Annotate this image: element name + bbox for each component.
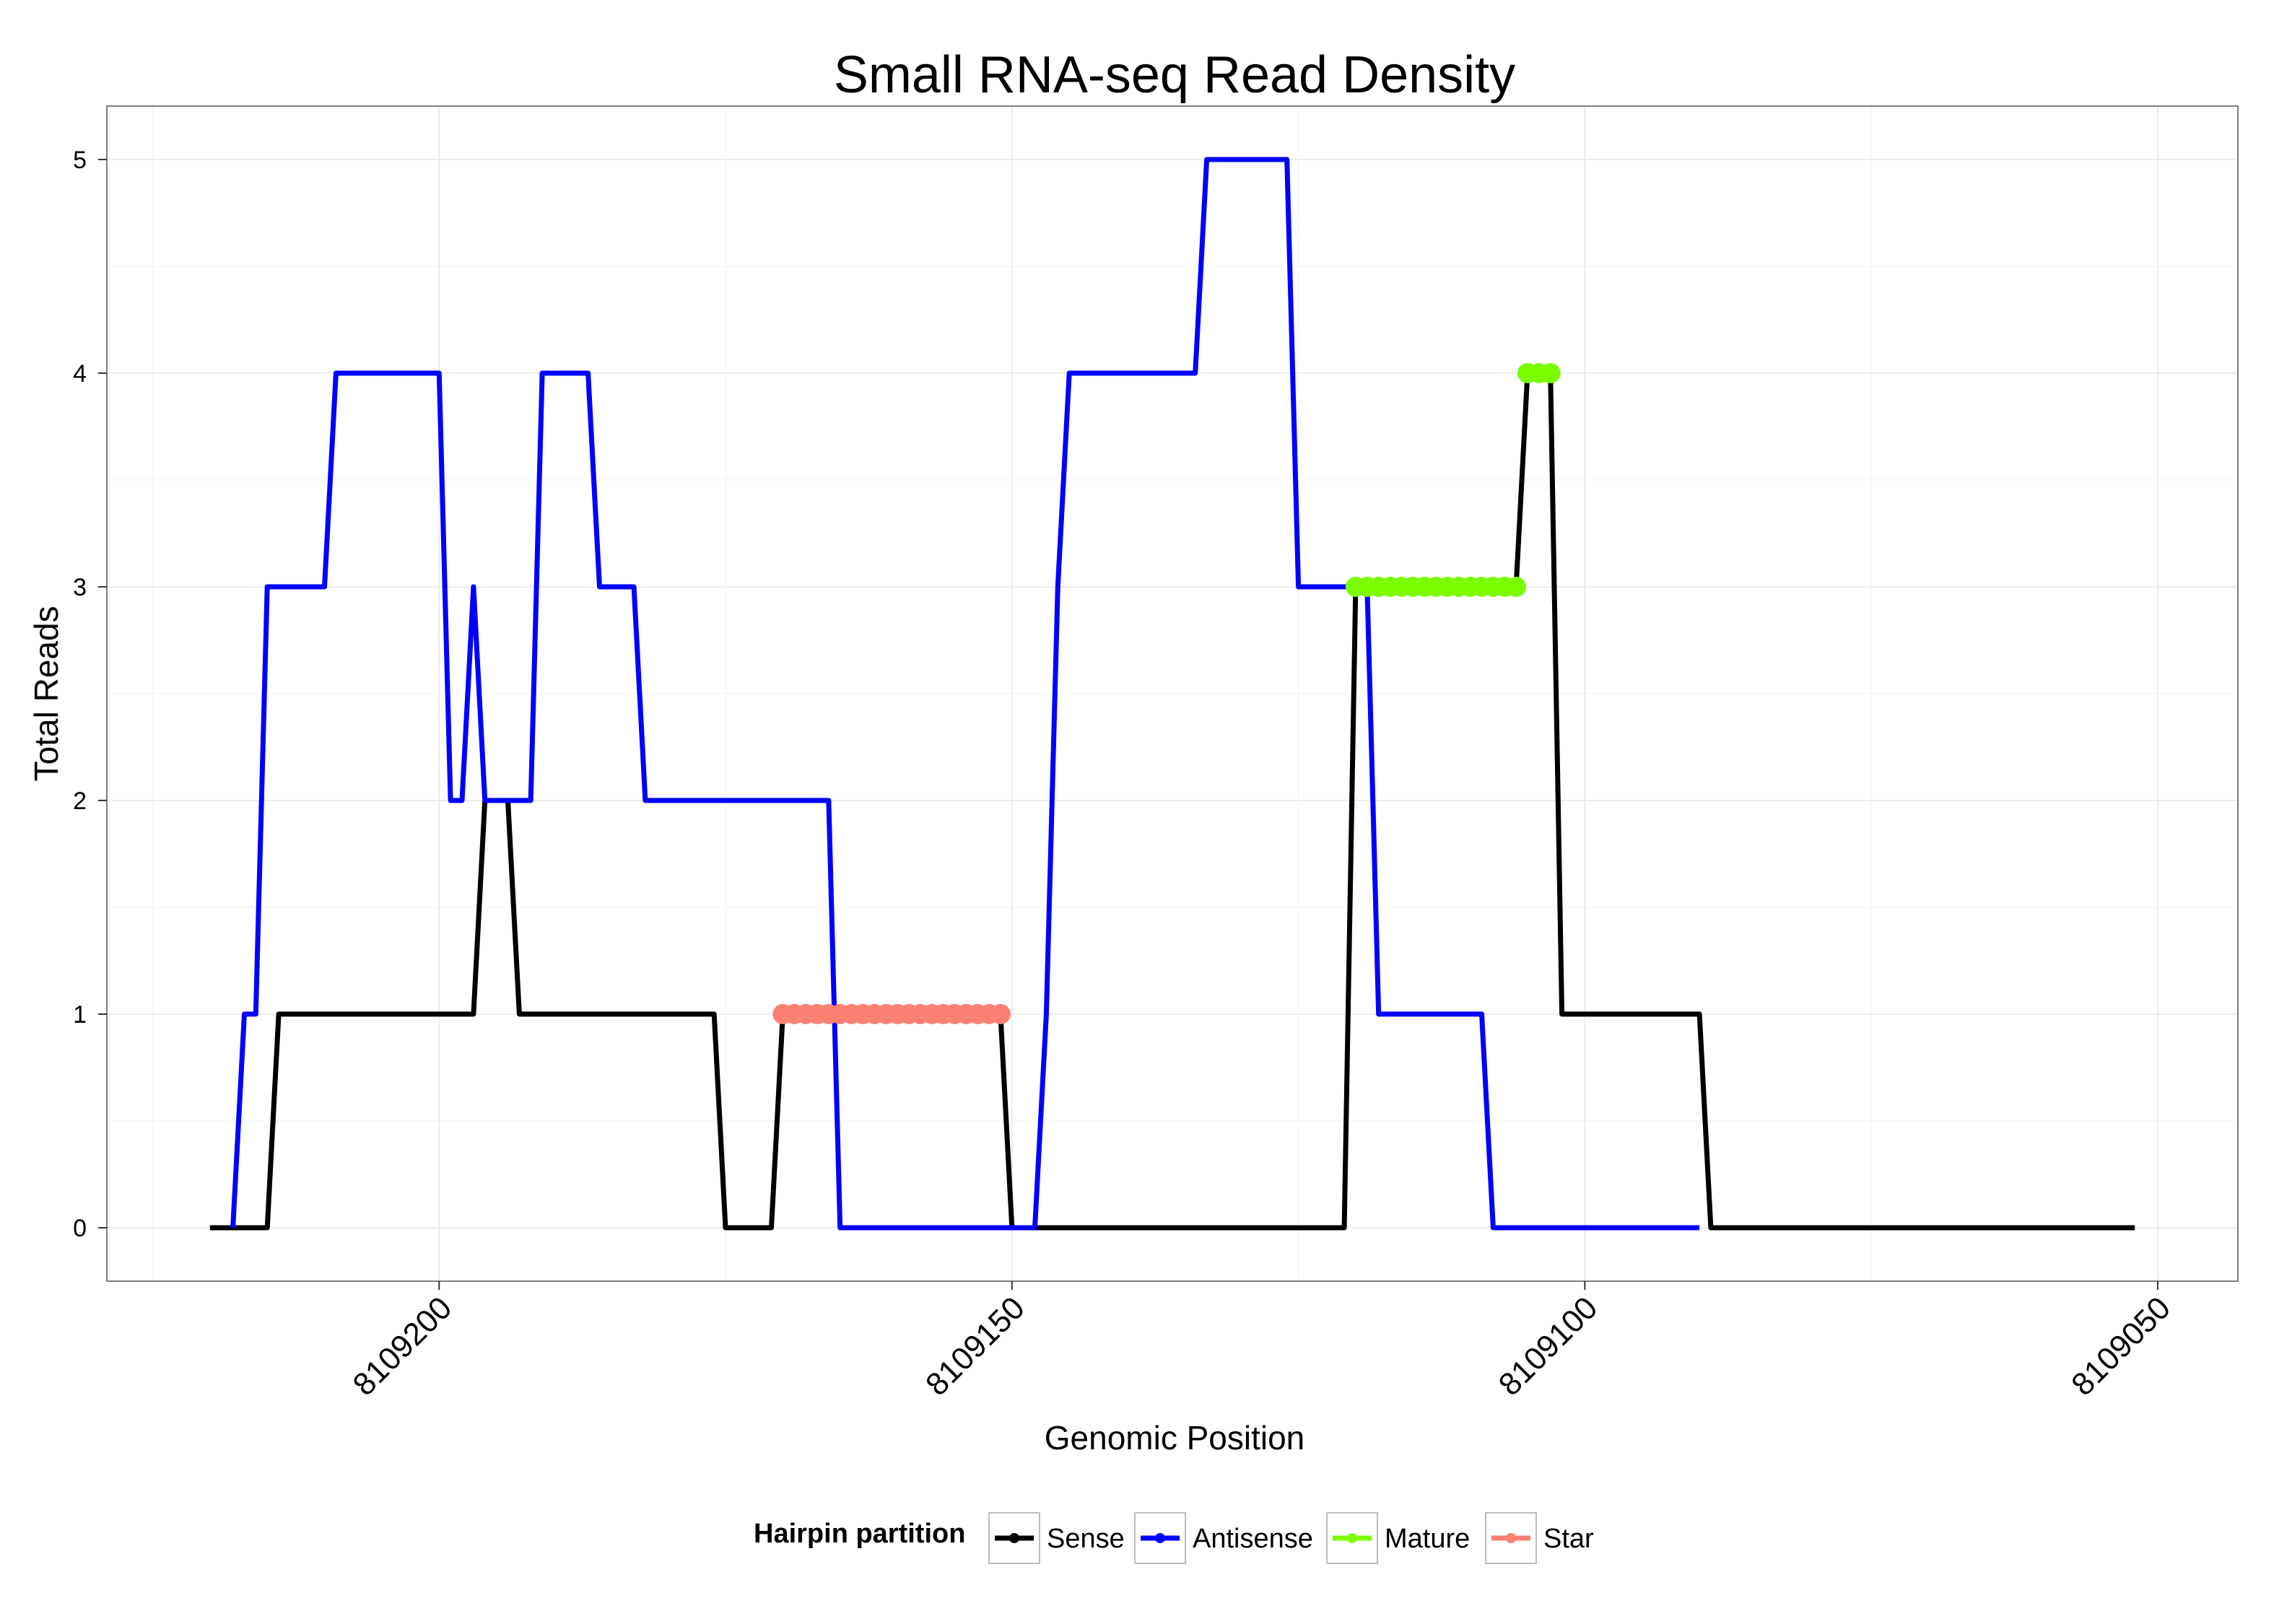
legend-item-sense: Sense	[988, 1512, 1125, 1564]
legend-label: Star	[1543, 1524, 1594, 1554]
y-axis: 0 1 2 3 4 5	[73, 147, 107, 1242]
plot-panel-border	[106, 105, 2239, 1282]
point-mature	[1540, 363, 1561, 383]
x-axis-title: Genomic Position	[1045, 1419, 1305, 1457]
y-tick-label: 4	[73, 360, 87, 388]
y-tick-label: 3	[73, 574, 87, 601]
legend-item-star: Star	[1485, 1512, 1594, 1564]
y-tick-label: 5	[73, 147, 87, 174]
legend-key-point	[1155, 1533, 1165, 1543]
points-group	[772, 363, 1561, 1024]
y-tick-label: 2	[73, 787, 87, 815]
legend-item-antisense: Antisense	[1134, 1512, 1313, 1564]
point-mature	[1506, 577, 1527, 597]
series-line-antisense	[230, 157, 1700, 1231]
gridlines	[107, 106, 2238, 1281]
legend: Hairpin partition Sense Antisense Mature St…	[754, 1512, 1594, 1564]
legend-key-point	[1009, 1533, 1019, 1543]
legend-label: Mature	[1385, 1524, 1470, 1554]
legend-label: Antisense	[1193, 1524, 1313, 1554]
y-tick-label: 1	[73, 1001, 87, 1029]
chart-title: Small RNA-seq Read Density	[834, 46, 1515, 104]
y-tick-label: 0	[73, 1215, 87, 1242]
legend-key-point	[1506, 1533, 1516, 1543]
legend-title: Hairpin partition	[754, 1519, 965, 1549]
legend-key-point	[1347, 1533, 1357, 1543]
y-axis-title: Total Reads	[27, 606, 65, 782]
legend-item-mature: Mature	[1326, 1512, 1470, 1564]
legend-label: Sense	[1047, 1524, 1125, 1554]
point-star	[990, 1004, 1011, 1024]
